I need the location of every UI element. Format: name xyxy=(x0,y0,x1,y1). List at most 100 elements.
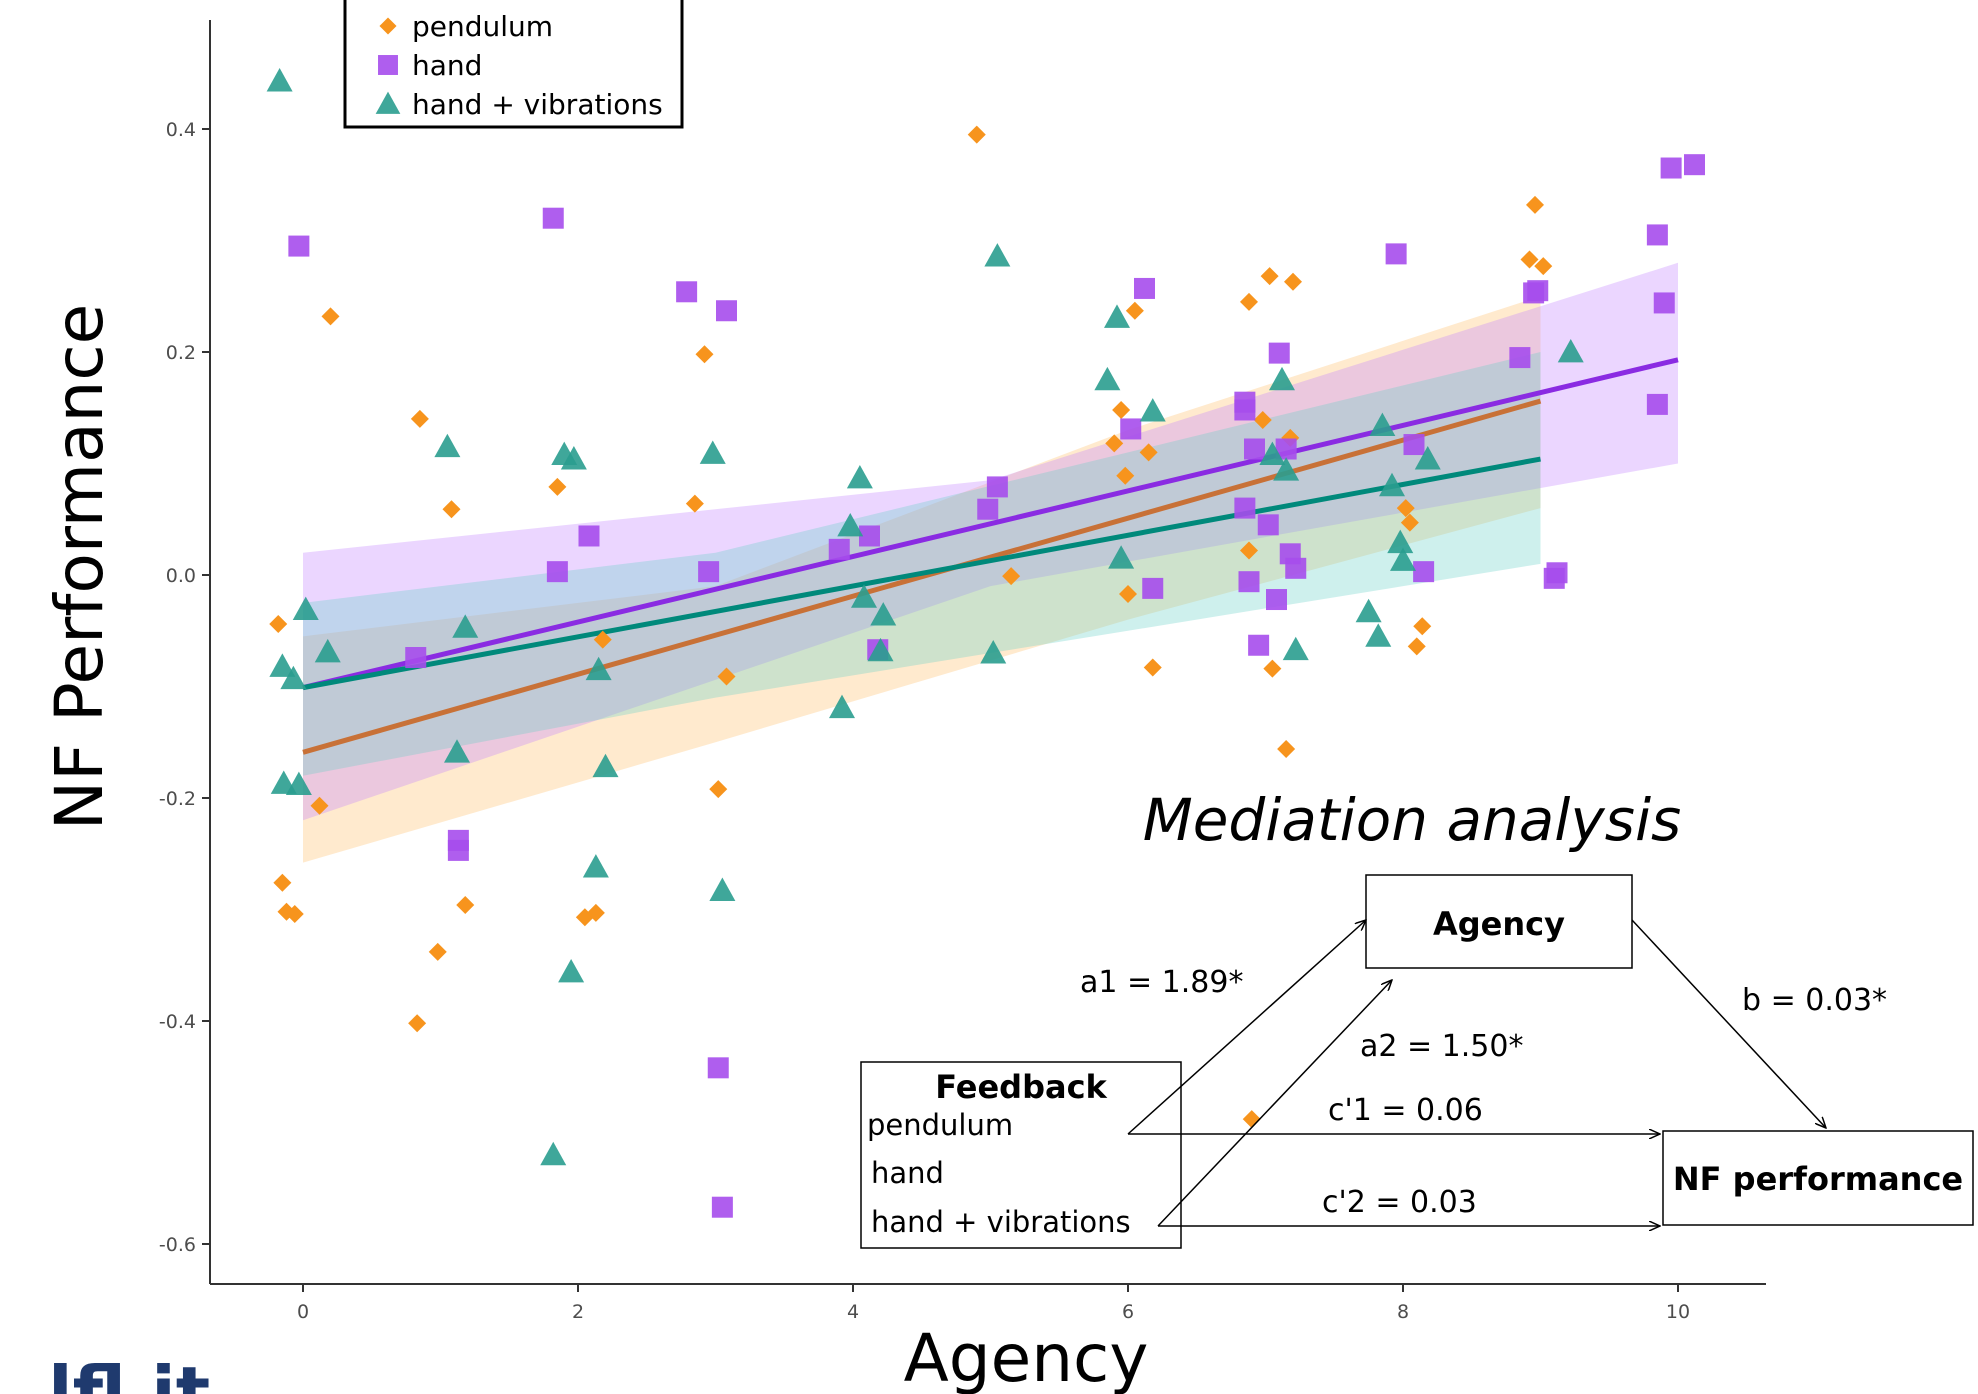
data-point-2-24 xyxy=(870,602,897,626)
data-point-2-31 xyxy=(1259,441,1286,465)
data-point-2-6 xyxy=(314,638,341,663)
y-tick-label-4: -0.4 xyxy=(159,1011,196,1033)
data-point-0-9 xyxy=(442,500,461,519)
data-point-1-6 xyxy=(578,525,600,547)
data-point-1-42 xyxy=(1653,292,1675,314)
regression-lines xyxy=(302,357,1679,755)
data-point-2-37 xyxy=(1369,412,1396,436)
nf-performance-box xyxy=(1662,1130,1974,1226)
data-point-2-1 xyxy=(269,653,296,677)
data-point-0-4 xyxy=(310,796,329,815)
x-tick-label-5: 10 xyxy=(1666,1301,1690,1323)
data-point-2-33 xyxy=(1273,457,1300,481)
data-point-1-22 xyxy=(1234,391,1256,413)
legend-marker-1 xyxy=(378,55,398,75)
legend-label-1: hand xyxy=(412,49,482,82)
data-point-0-25 xyxy=(1125,301,1144,320)
feedback-box xyxy=(860,1061,1182,1249)
path-c1-label: c'1 = 0.06 xyxy=(1328,1093,1483,1128)
x-tick-label-2: 4 xyxy=(847,1301,859,1323)
confidence-band-0 xyxy=(303,296,1541,863)
data-point-1-10 xyxy=(711,1196,733,1218)
y-tick-label-3: -0.2 xyxy=(159,788,196,810)
data-point-1-9 xyxy=(707,1057,729,1079)
data-point-1-17 xyxy=(1120,418,1142,440)
data-point-2-18 xyxy=(709,877,736,901)
data-point-0-19 xyxy=(967,125,986,144)
data-point-0-34 xyxy=(1277,739,1296,758)
data-point-1-7 xyxy=(676,281,698,303)
x-tick-label-4: 8 xyxy=(1397,1301,1409,1323)
data-point-2-0 xyxy=(266,68,293,92)
data-point-2-26 xyxy=(984,243,1011,267)
data-point-0-6 xyxy=(410,409,429,428)
data-point-1-41 xyxy=(1646,224,1668,246)
data-point-1-18 xyxy=(1134,277,1155,299)
data-point-1-43 xyxy=(1660,157,1682,179)
data-point-1-32 xyxy=(1385,243,1407,265)
data-point-2-38 xyxy=(1379,472,1405,497)
data-point-1-16 xyxy=(986,476,1008,498)
data-point-0-30 xyxy=(1253,411,1272,430)
feedback-box-title: Feedback xyxy=(935,1068,1107,1106)
x-tick-label-3: 6 xyxy=(1122,1301,1134,1323)
data-point-1-40 xyxy=(1646,393,1668,415)
x-tick-label-0: 0 xyxy=(297,1301,309,1323)
data-point-1-28 xyxy=(1268,342,1290,364)
data-point-2-41 xyxy=(1414,446,1441,470)
path-a1-label: a1 = 1.89* xyxy=(1080,965,1243,1000)
data-point-1-29 xyxy=(1275,438,1297,460)
data-point-0-18 xyxy=(717,667,736,686)
data-point-2-10 xyxy=(540,1141,567,1166)
data-point-0-16 xyxy=(695,345,714,364)
confidence-band-2 xyxy=(303,352,1541,776)
mediation-title: Mediation analysis xyxy=(1143,786,1682,854)
data-point-0-28 xyxy=(1240,292,1258,311)
data-point-1-12 xyxy=(828,538,850,560)
data-point-1-20 xyxy=(1234,497,1256,519)
data-point-0-43 xyxy=(1534,257,1553,276)
y-tick-label-0: 0.4 xyxy=(166,119,196,141)
data-point-0-42 xyxy=(1526,195,1544,214)
data-point-1-34 xyxy=(1413,561,1435,583)
data-point-0-8 xyxy=(428,942,447,961)
data-point-1-13 xyxy=(859,525,880,547)
y-tick-label-1: 0.2 xyxy=(166,342,196,364)
data-point-2-39 xyxy=(1387,529,1414,554)
data-point-2-9 xyxy=(452,614,479,638)
agency-box-label: Agency xyxy=(1433,905,1565,943)
legend-label-2: hand + vibrations xyxy=(412,88,663,121)
data-point-0-40 xyxy=(1413,617,1432,636)
data-point-0-26 xyxy=(1139,443,1158,462)
legend-items: pendulum hand hand + vibrations xyxy=(375,10,663,121)
data-point-2-7 xyxy=(434,433,461,458)
regression-line-1 xyxy=(302,357,1679,691)
path-a2-label: a2 = 1.50* xyxy=(1360,1029,1523,1064)
data-point-0-11 xyxy=(548,477,567,496)
data-point-0-13 xyxy=(586,903,605,922)
arrow-a1 xyxy=(1127,920,1366,1135)
legend-marker-0 xyxy=(379,17,397,35)
data-point-2-29 xyxy=(1108,545,1135,569)
data-point-2-25 xyxy=(980,640,1007,664)
data-point-1-1 xyxy=(405,647,427,669)
data-point-2-42 xyxy=(1557,339,1584,363)
legend-frame xyxy=(343,0,684,129)
data-point-2-20 xyxy=(837,512,864,537)
x-tick-label-1: 2 xyxy=(572,1301,584,1323)
data-point-1-23 xyxy=(1238,571,1260,593)
y-axis-label: NF Performance xyxy=(41,304,118,831)
data-point-2-22 xyxy=(851,584,877,608)
data-point-2-36 xyxy=(1365,623,1392,647)
data-point-0-0 xyxy=(269,615,288,634)
data-point-2-32 xyxy=(1269,366,1295,391)
data-point-0-36 xyxy=(1242,1110,1261,1129)
data-point-2-35 xyxy=(1355,598,1382,623)
data-point-1-19 xyxy=(1142,577,1164,599)
feedback-item-hand-vibrations: hand + vibrations xyxy=(871,1205,1131,1239)
data-point-0-14 xyxy=(593,630,612,649)
data-point-2-19 xyxy=(829,694,855,719)
data-point-0-5 xyxy=(321,307,340,326)
data-point-0-24 xyxy=(1119,584,1137,603)
